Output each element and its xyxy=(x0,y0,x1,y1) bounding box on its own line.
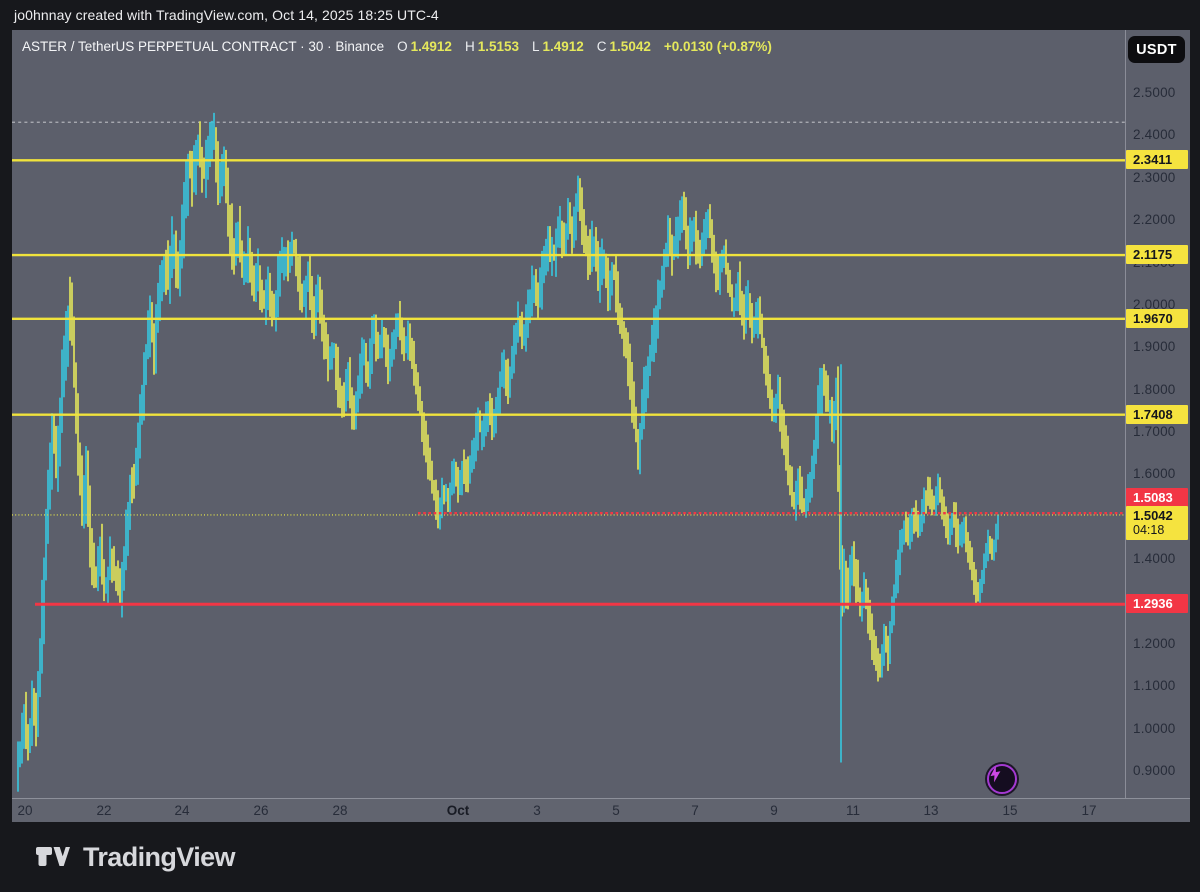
currency-toggle-usdt[interactable]: USDT xyxy=(1128,36,1185,63)
price-level-label-1.9670[interactable]: 1.9670 xyxy=(1126,308,1188,328)
candlestick-chart-canvas[interactable] xyxy=(12,30,1125,798)
boost-badge[interactable] xyxy=(987,764,1017,794)
current-price-label[interactable]: 1.5042 04:18 xyxy=(1126,505,1188,540)
price-level-label-2.1175[interactable]: 2.1175 xyxy=(1126,245,1188,265)
price-tick: 2.5000 xyxy=(1133,85,1176,100)
price-tick: 1.9000 xyxy=(1133,339,1176,355)
time-tick-15: 15 xyxy=(1002,803,1018,818)
tradingview-logo-icon[interactable] xyxy=(34,844,70,870)
price-tick: 2.0000 xyxy=(1133,296,1176,312)
price-tick: 0.9000 xyxy=(1133,763,1176,778)
ohlc-close: C 1.5042 xyxy=(596,39,651,54)
time-tick-Oct: Oct xyxy=(446,803,470,818)
price-tick: 1.1000 xyxy=(1133,678,1176,694)
time-tick-17: 17 xyxy=(1081,803,1097,818)
price-tick: 2.2000 xyxy=(1133,212,1176,228)
time-tick-20: 20 xyxy=(17,803,33,818)
price-change: +0.0130 (+0.87%) xyxy=(663,39,772,54)
chart-panel: ASTER / TetherUS PERPETUAL CONTRACT · 30… xyxy=(12,30,1190,822)
time-tick-9: 9 xyxy=(770,803,778,818)
price-tick: 1.4000 xyxy=(1133,551,1176,567)
time-tick-24: 24 xyxy=(174,803,190,818)
time-tick-13: 13 xyxy=(923,803,939,818)
time-tick-3: 3 xyxy=(533,803,541,818)
attribution-bar: jo0hnnay created with TradingView.com, O… xyxy=(0,0,1200,30)
bar-countdown: 04:18 xyxy=(1133,522,1165,537)
time-tick-5: 5 xyxy=(612,803,620,818)
time-tick-28: 28 xyxy=(332,803,348,818)
price-level-label-1.7408[interactable]: 1.7408 xyxy=(1126,404,1188,424)
time-axis[interactable]: 20 22 24 26 28 Oct 3 5 7 9 11 13 15 17 xyxy=(12,798,1190,822)
price-level-label-2.3411[interactable]: 2.3411 xyxy=(1126,150,1188,170)
time-tick-11: 11 xyxy=(845,803,861,818)
price-tick: 2.4000 xyxy=(1133,127,1176,143)
symbol-header: ASTER / TetherUS PERPETUAL CONTRACT · 30… xyxy=(22,39,772,54)
price-level-label-1.2936[interactable]: 1.2936 xyxy=(1126,594,1188,614)
current-price-value: 1.5042 xyxy=(1133,507,1173,523)
price-tick: 1.0000 xyxy=(1133,720,1176,736)
symbol-title[interactable]: ASTER / TetherUS PERPETUAL CONTRACT · 30… xyxy=(22,39,385,54)
time-tick-26: 26 xyxy=(253,803,269,818)
ohlc-low: L 1.4912 xyxy=(531,39,584,54)
price-axis[interactable]: USDT 2.50002.40002.30002.20002.10002.000… xyxy=(1125,30,1190,798)
time-tick-7: 7 xyxy=(691,803,699,818)
tradingview-wordmark[interactable]: TradingView xyxy=(83,841,236,872)
price-tick: 1.8000 xyxy=(1133,381,1176,397)
price-level-label-1.5083[interactable]: 1.5083 xyxy=(1126,488,1188,508)
footer-bar: TradingView xyxy=(0,822,1200,892)
price-tick: 1.6000 xyxy=(1133,466,1176,482)
price-chart[interactable]: ASTER / TetherUS PERPETUAL CONTRACT · 30… xyxy=(12,30,1125,798)
ohlc-high: H 1.5153 xyxy=(464,39,519,54)
lightning-icon xyxy=(990,765,1001,783)
ohlc-open: O 1.4912 xyxy=(397,39,452,54)
time-tick-22: 22 xyxy=(96,803,112,818)
price-tick: 1.2000 xyxy=(1133,635,1176,651)
price-tick: 2.3000 xyxy=(1133,169,1176,185)
attribution-text: jo0hnnay created with TradingView.com, O… xyxy=(14,7,439,23)
price-tick: 1.7000 xyxy=(1133,424,1176,439)
